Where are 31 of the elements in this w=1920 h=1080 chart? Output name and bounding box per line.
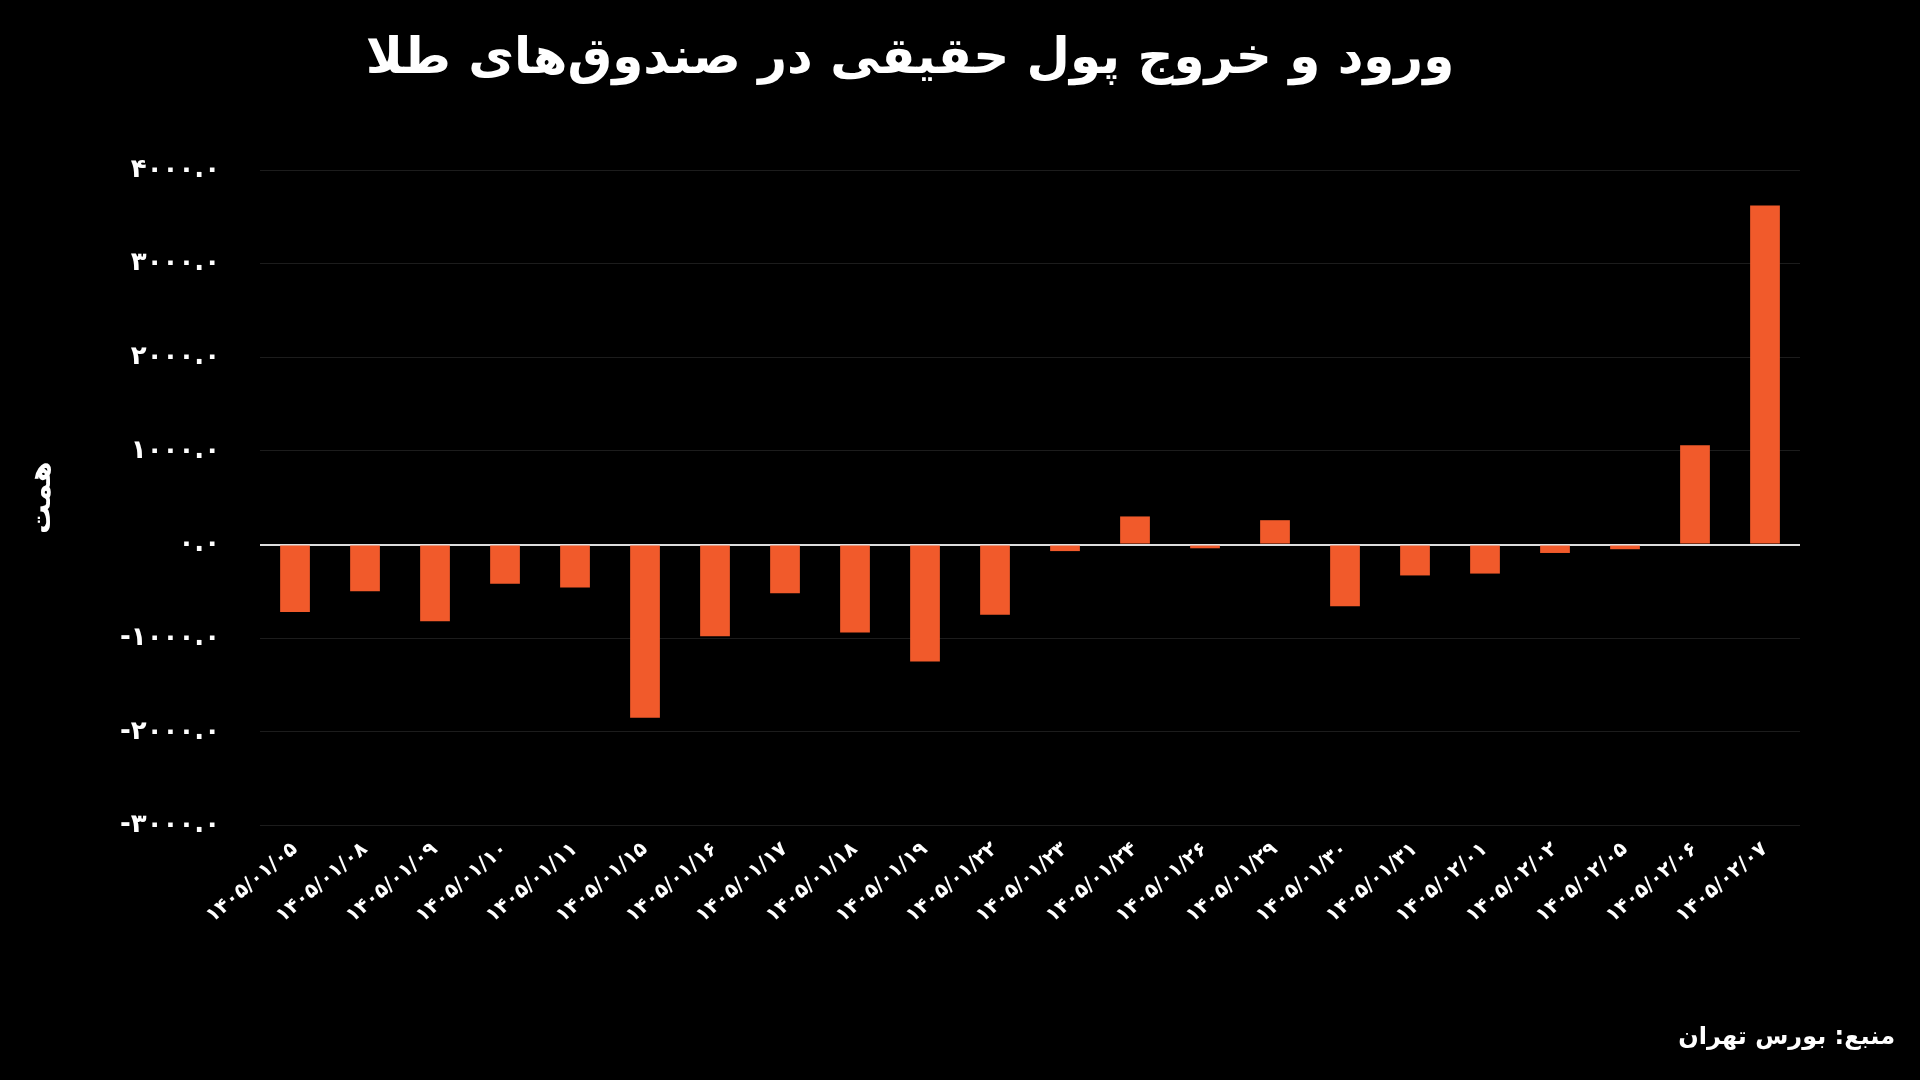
bar xyxy=(1400,545,1430,576)
bar xyxy=(490,545,520,584)
y-tick-label: ۰.۰ xyxy=(178,527,221,558)
y-tick-label: -۱۰۰۰.۰ xyxy=(120,620,221,651)
bar xyxy=(1680,445,1710,544)
chart-title: ورود و خروج پول حقیقی در صندوق‌های طلا xyxy=(365,26,1455,86)
bar xyxy=(1260,520,1290,544)
bar xyxy=(1330,545,1360,607)
bar xyxy=(280,545,310,612)
bar xyxy=(700,545,730,637)
bar xyxy=(420,545,450,622)
y-tick-label: ۲۰۰۰.۰ xyxy=(130,340,221,371)
y-tick-label: -۲۰۰۰.۰ xyxy=(120,714,221,745)
y-tick-label: ۴۰۰۰.۰ xyxy=(130,152,221,183)
bar xyxy=(1540,545,1570,553)
y-axis-title: همت xyxy=(21,461,57,535)
y-tick-label: ۱۰۰۰.۰ xyxy=(130,433,221,464)
bar xyxy=(840,545,870,633)
bar xyxy=(560,545,590,588)
bar xyxy=(1470,545,1500,574)
text: منبع: بورس تهران xyxy=(1678,1022,1895,1051)
bar xyxy=(980,545,1010,615)
y-tick-label: -۳۰۰۰.۰ xyxy=(120,808,221,839)
y-tick-label: ۳۰۰۰.۰ xyxy=(130,246,221,277)
bar xyxy=(1120,516,1150,544)
bar xyxy=(770,545,800,594)
bar xyxy=(350,545,380,592)
bar xyxy=(910,545,940,662)
bar xyxy=(1750,205,1780,544)
bar xyxy=(630,545,660,718)
bar xyxy=(1050,545,1080,552)
